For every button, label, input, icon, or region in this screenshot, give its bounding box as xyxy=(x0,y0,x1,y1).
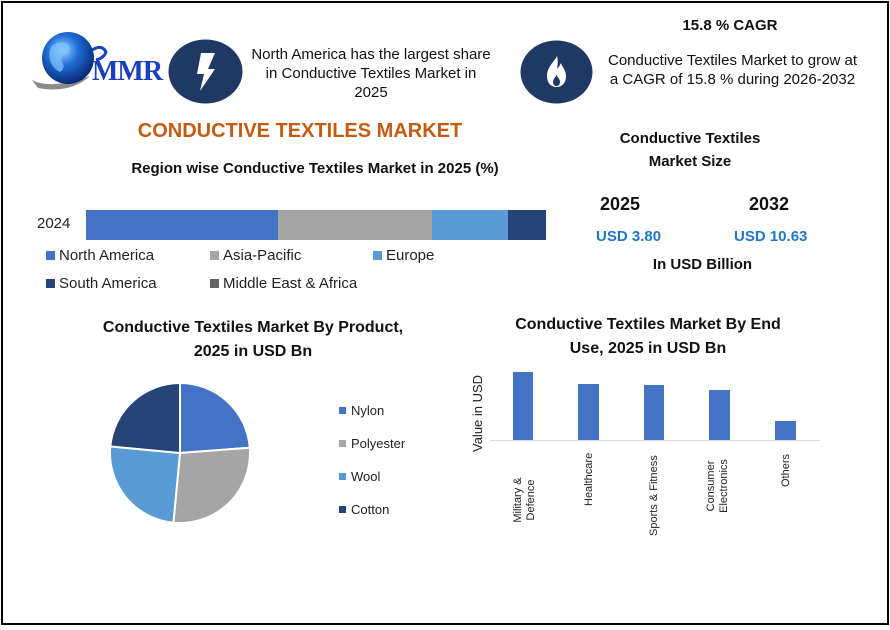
bar-segment-europe xyxy=(431,210,508,240)
main-title: CONDUCTIVE TEXTILES MARKET xyxy=(137,120,463,142)
highlight-right-line-2: a CAGR of 15.8 % during 2026-2032 xyxy=(609,71,856,88)
highlight-left-line-2: in Conductive Textiles Market in xyxy=(265,65,477,82)
x-label-sports-fitness: Sports & Fitness xyxy=(645,450,665,540)
bar-segment-south-america xyxy=(507,210,546,240)
highlight-right-text: Conductive Textiles Market to grow at a … xyxy=(600,51,865,89)
highlight-left-line-3: 2025 xyxy=(354,84,388,101)
flame-icon xyxy=(520,40,593,104)
bar-others xyxy=(775,421,796,440)
end-use-y-axis-label: Value in USD xyxy=(470,374,485,452)
svg-text:Electronics: Electronics xyxy=(718,459,730,513)
legend-south-america: South America xyxy=(46,275,157,292)
legend-swatch xyxy=(373,251,382,260)
legend-swatch xyxy=(46,251,55,260)
legend-label: Cotton xyxy=(351,502,390,517)
bar-consumer-electronics xyxy=(709,390,730,440)
market-size-value-2025: USD 3.80 xyxy=(596,228,662,245)
pie-slice-nylon xyxy=(179,381,251,455)
end-use-x-axis xyxy=(490,440,820,441)
bar-sports-fitness xyxy=(644,385,664,440)
highlight-left-text: North America has the largest share in C… xyxy=(246,45,496,102)
end-use-chart-title: Conductive Textiles Market By End Use, 2… xyxy=(515,316,781,357)
cagr-title: 15.8 % CAGR xyxy=(682,17,778,34)
market-size-value-2032: USD 10.63 xyxy=(734,228,808,245)
pie-slice-cotton xyxy=(109,381,181,455)
legend-label: Asia-Pacific xyxy=(223,247,302,264)
svg-text:Consumer: Consumer xyxy=(705,460,717,511)
x-label-military-defence: Military & Defence xyxy=(510,450,537,530)
legend-north-america: North America xyxy=(46,247,154,264)
logo-text: MMR xyxy=(92,56,163,87)
highlight-left-line-1: North America has the largest share xyxy=(251,46,491,63)
x-label-consumer-electronics: Consumer Electronics xyxy=(703,450,735,530)
legend-swatch xyxy=(46,279,55,288)
x-label-healthcare: Healthcare xyxy=(580,450,600,530)
market-size-title-line-2: Market Size xyxy=(648,153,732,170)
product-chart-title: Conductive Textiles Market By Product, 2… xyxy=(102,319,404,360)
pie-legend-wool: Wool xyxy=(339,469,380,484)
market-size-title: Conductive Textiles Market Size xyxy=(580,127,800,173)
market-size-year-2025: 2025 xyxy=(600,194,641,214)
legend-label: Middle East & Africa xyxy=(223,275,358,292)
legend-swatch xyxy=(210,279,219,288)
legend-label: Wool xyxy=(351,469,381,484)
pie-legend-polyester: Polyester xyxy=(339,436,405,451)
legend-label: North America xyxy=(59,247,155,264)
svg-text:Military &: Military & xyxy=(512,477,524,523)
bar-segment-asia-pacific xyxy=(277,210,432,240)
legend-swatch xyxy=(339,407,346,414)
legend-label: Nylon xyxy=(351,403,385,418)
legend-swatch xyxy=(339,440,346,447)
svg-text:Healthcare: Healthcare xyxy=(583,453,595,506)
legend-swatch xyxy=(339,473,346,480)
pie-slice-wool xyxy=(108,445,182,524)
product-pie-chart xyxy=(108,381,251,525)
region-chart-category-label: 2024 xyxy=(37,215,71,232)
region-chart-title: Region wise Conductive Textiles Market i… xyxy=(131,160,499,177)
legend-middle-east-africa: Middle East & Africa xyxy=(210,275,357,292)
legend-europe: Europe xyxy=(373,247,434,264)
market-size-title-line-1: Conductive Textiles xyxy=(619,130,761,147)
pie-slice-polyester xyxy=(172,446,251,525)
region-stacked-bar xyxy=(86,210,546,240)
globe-icon xyxy=(32,32,108,90)
pie-legend-cotton: Cotton xyxy=(339,502,389,517)
legend-label: Europe xyxy=(386,247,435,264)
market-size-year-2032: 2032 xyxy=(749,194,790,214)
mmr-logo: MMR xyxy=(30,28,170,98)
bar-healthcare xyxy=(578,384,599,440)
legend-swatch xyxy=(339,506,346,513)
lightning-bolt-icon xyxy=(168,39,243,104)
bar-military-defence xyxy=(513,372,533,440)
legend-swatch xyxy=(210,251,219,260)
pie-legend-nylon: Nylon xyxy=(339,403,384,418)
legend-label: South America xyxy=(59,275,157,292)
legend-label: Polyester xyxy=(351,436,406,451)
svg-text:Defence: Defence xyxy=(525,480,537,521)
market-size-unit: In USD Billion xyxy=(652,256,753,273)
svg-text:Others: Others xyxy=(780,453,792,487)
svg-text:Sports & Fitness: Sports & Fitness xyxy=(648,455,660,536)
x-label-others: Others xyxy=(777,450,797,510)
bar-segment-north-america xyxy=(86,210,278,240)
highlight-right-line-1: Conductive Textiles Market to grow at xyxy=(607,52,857,69)
legend-asia-pacific: Asia-Pacific xyxy=(210,247,301,264)
